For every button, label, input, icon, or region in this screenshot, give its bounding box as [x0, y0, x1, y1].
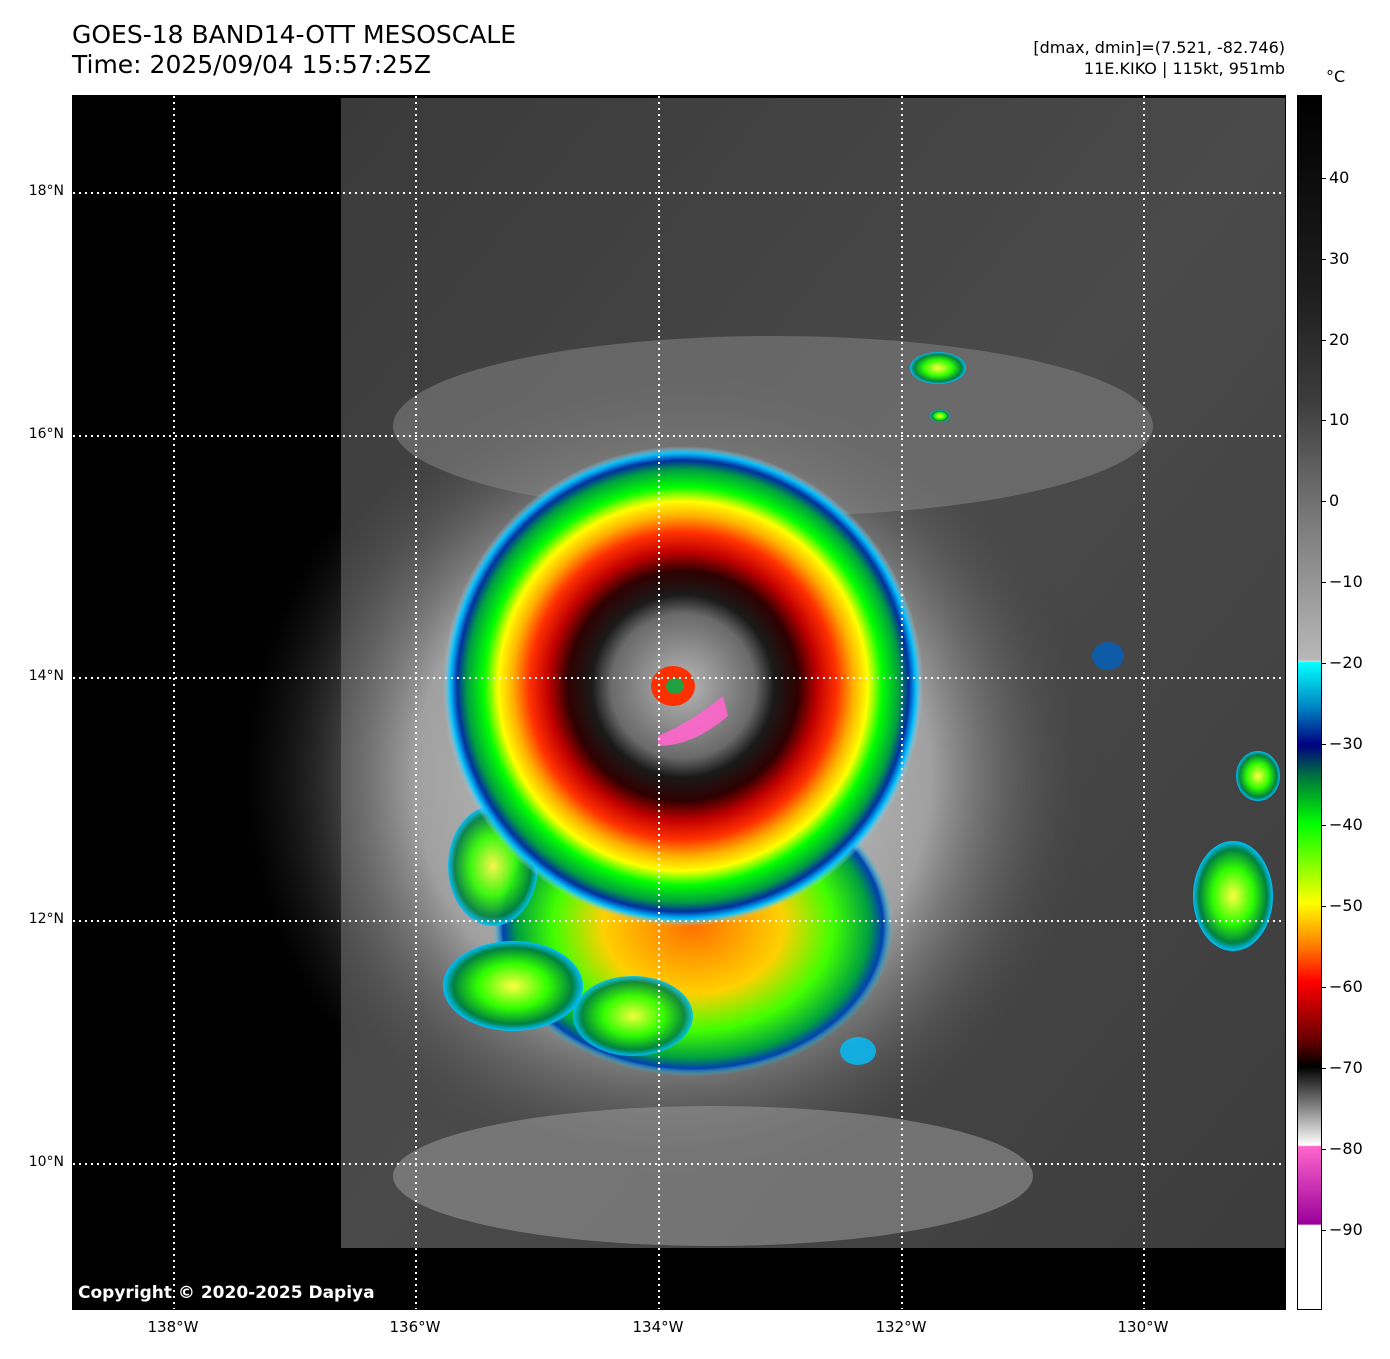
satellite-imagery [73, 96, 1285, 1309]
colorbar-tick-40: 40 [1329, 168, 1350, 187]
dmax-dmin-label: [dmax, dmin]=(7.521, -82.746) [1033, 38, 1285, 57]
colorbar-tick-minus70: −70 [1329, 1058, 1363, 1077]
lon-label-132w: 132°W [875, 1318, 927, 1336]
colorbar-tick-30: 30 [1329, 249, 1350, 268]
colorbar-tick-minus80: −80 [1329, 1139, 1363, 1158]
lat-label-16n: 16°N [28, 426, 64, 442]
colorbar-tick-10: 10 [1329, 410, 1350, 429]
colorbar-tick-minus90: −90 [1329, 1220, 1363, 1239]
copyright-notice: Copyright © 2020-2025 Dapiya [78, 1283, 375, 1303]
chart-title: GOES-18 BAND14-OTT MESOSCALE Time: 2025/… [72, 20, 516, 80]
graticule [73, 96, 1285, 1309]
lon-label-138w: 138°W [147, 1318, 199, 1336]
lat-label-12n: 12°N [28, 911, 64, 927]
colorbar-tick-minus40: −40 [1329, 815, 1363, 834]
lat-label-18n: 18°N [28, 183, 64, 199]
lon-label-136w: 136°W [389, 1318, 441, 1336]
lat-label-10n: 10°N [28, 1154, 64, 1170]
convective-cell-north [910, 352, 966, 384]
storm-intensity-label: 11E.KIKO | 115kt, 951mb [1083, 59, 1285, 78]
colorbar-tick-20: 20 [1329, 330, 1350, 349]
lon-label-130w: 130°W [1117, 1318, 1169, 1336]
storm-info: [dmax, dmin]=(7.521, -82.746) 11E.KIKO |… [1033, 37, 1285, 79]
colorbar-tick-0: 0 [1329, 491, 1340, 510]
colorbar-tick-minus20: −20 [1329, 653, 1363, 672]
title-time: Time: 2025/09/04 15:57:25Z [72, 50, 431, 79]
title-product: GOES-18 BAND14-OTT MESOSCALE [72, 20, 517, 49]
colorbar-tick-minus10: −10 [1329, 572, 1363, 591]
colorbar-tick-minus30: −30 [1329, 734, 1363, 753]
lon-label-134w: 134°W [632, 1318, 684, 1336]
colorbar-unit: °C [1326, 67, 1346, 86]
satellite-map: Copyright © 2020-2025 Dapiya [72, 95, 1286, 1310]
colorbar-tick-minus50: −50 [1329, 896, 1363, 915]
convective-cell-east [1193, 841, 1273, 951]
colorbar-tick-minus60: −60 [1329, 977, 1363, 996]
lat-label-14n: 14°N [28, 668, 64, 684]
temperature-colorbar [1297, 95, 1322, 1310]
